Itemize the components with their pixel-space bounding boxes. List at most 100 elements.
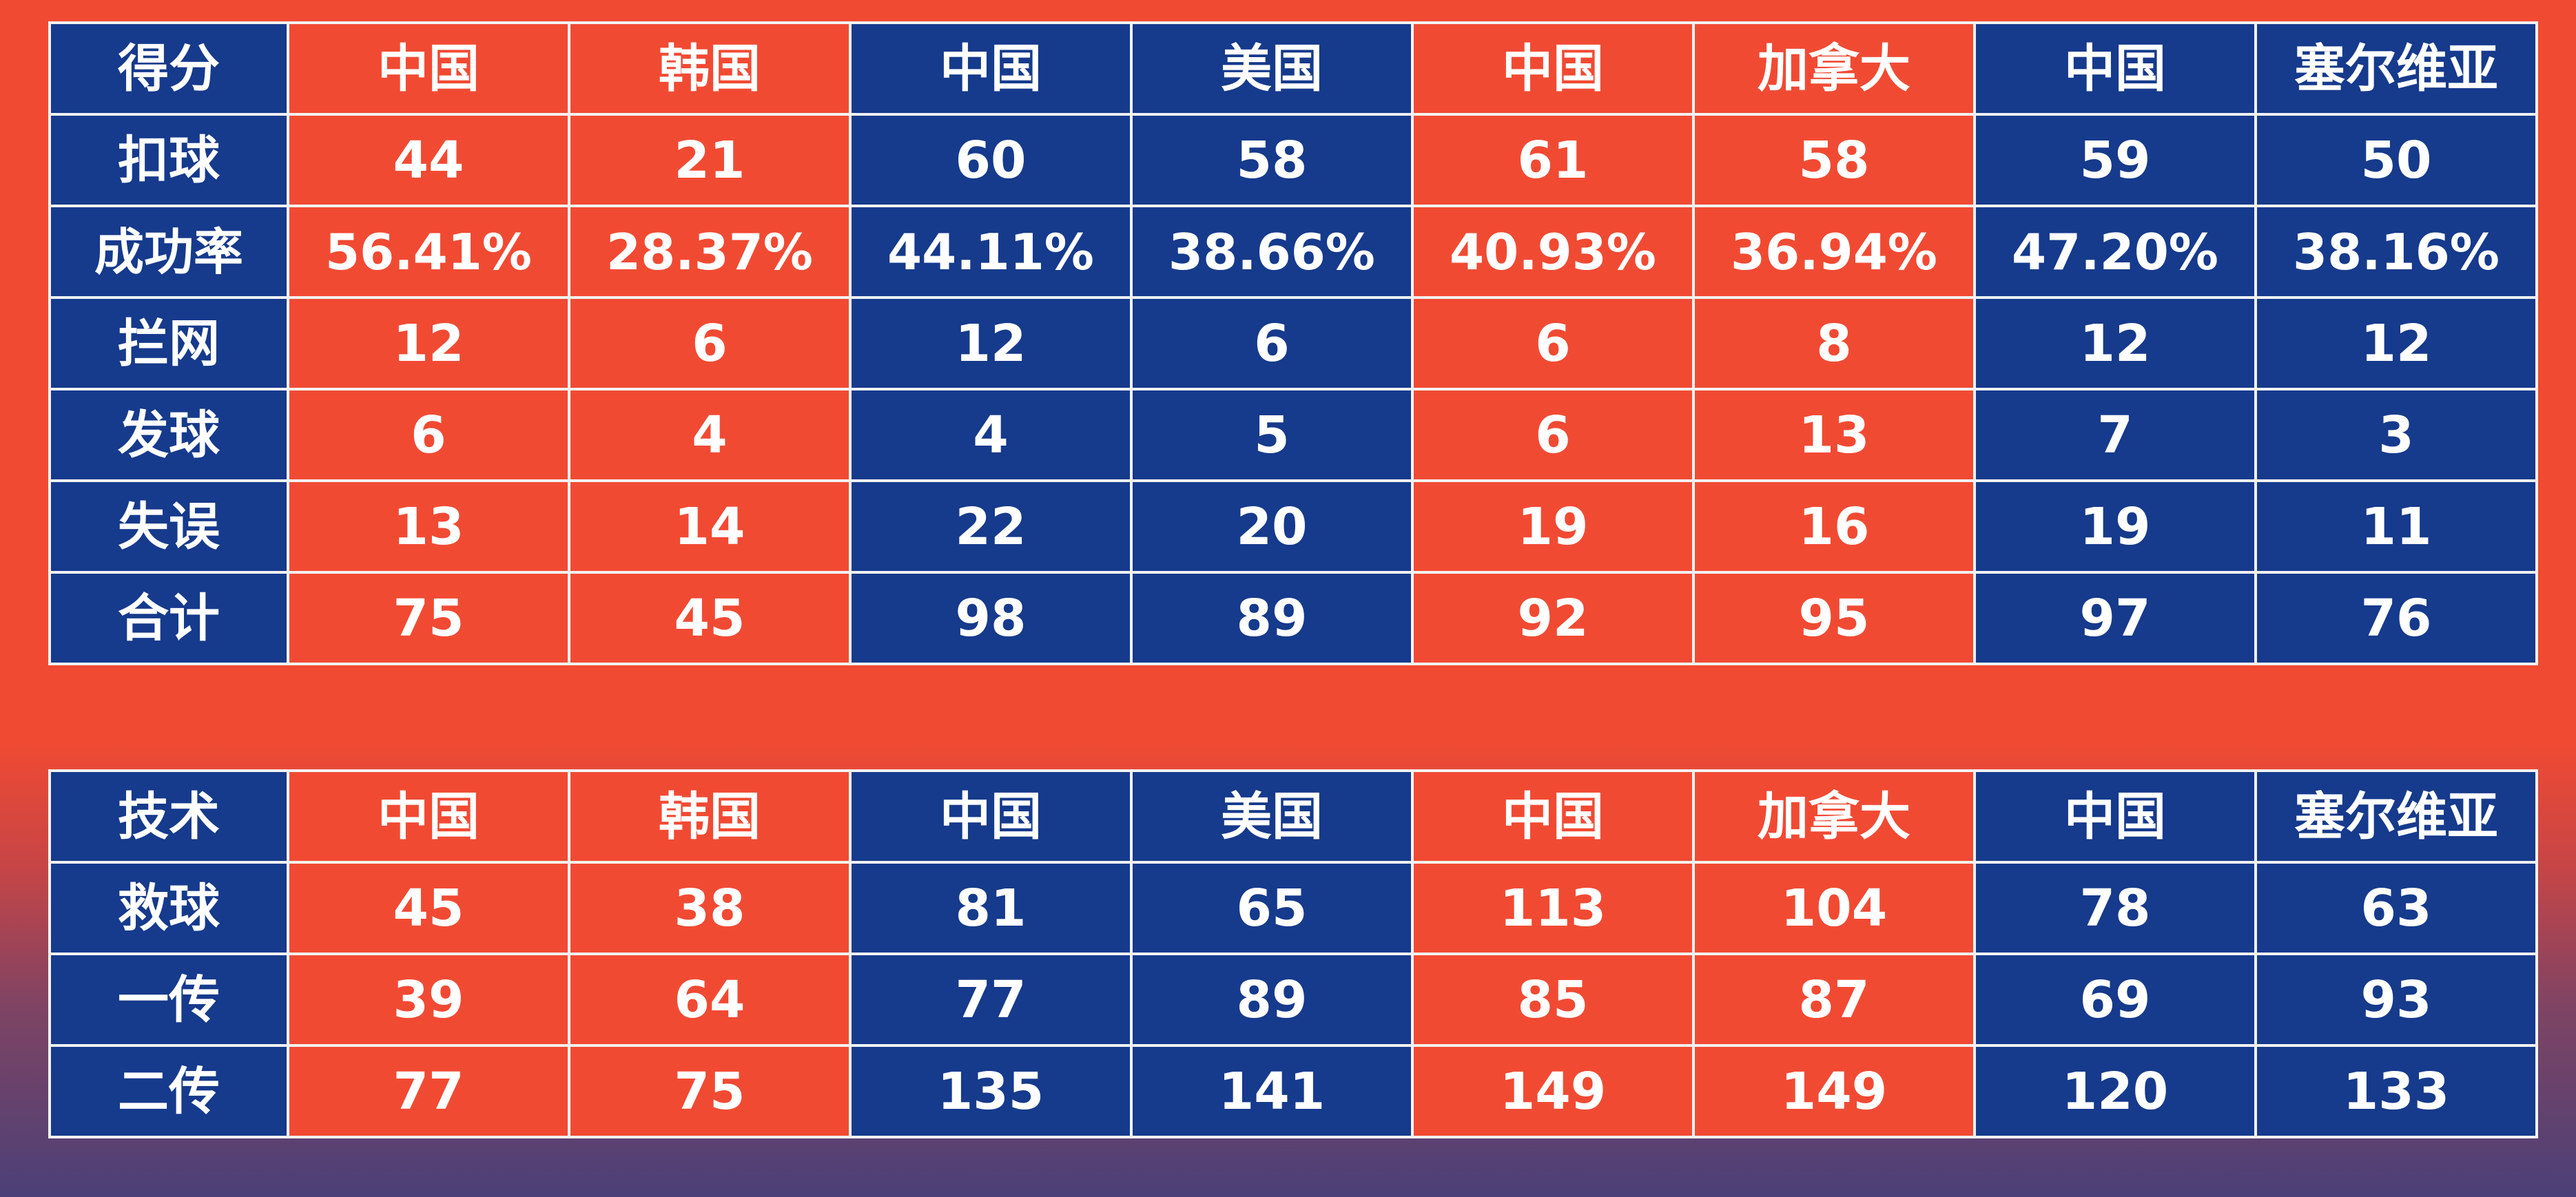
table-cell: 75 xyxy=(568,1044,852,1138)
table-cell: 38.66% xyxy=(1130,205,1414,299)
table-cell: 89 xyxy=(1130,571,1414,665)
corner-label: 得分 xyxy=(48,21,289,116)
table-cell: 113 xyxy=(1411,861,1695,955)
row-label: 一传 xyxy=(48,953,289,1047)
country-header: 塞尔维亚 xyxy=(2254,769,2538,864)
table-cell: 45 xyxy=(568,571,852,665)
table-cell: 95 xyxy=(1692,571,1976,665)
row-label: 失误 xyxy=(48,479,289,574)
country-header: 中国 xyxy=(1973,21,2257,116)
table-cell: 93 xyxy=(2254,953,2538,1047)
table-cell: 58 xyxy=(1130,113,1414,207)
table-cell: 4 xyxy=(568,388,852,482)
table-cell: 28.37% xyxy=(568,205,852,299)
country-header: 中国 xyxy=(1973,769,2257,864)
header-row: 技术 中国 韩国 中国 美国 中国 加拿大 中国 塞尔维亚 xyxy=(48,769,2538,864)
table-cell: 6 xyxy=(568,296,852,391)
table-cell: 87 xyxy=(1692,953,1976,1047)
table-cell: 75 xyxy=(287,571,570,665)
table-cell: 3 xyxy=(2254,388,2538,482)
table-cell: 47.20% xyxy=(1973,205,2257,299)
table-row: 一传 39 64 77 89 85 87 69 93 xyxy=(48,953,2538,1047)
table-cell: 85 xyxy=(1411,953,1695,1047)
table-cell: 20 xyxy=(1130,479,1414,574)
table-cell: 135 xyxy=(849,1044,1133,1138)
table-cell: 69 xyxy=(1973,953,2257,1047)
table-cell: 92 xyxy=(1411,571,1695,665)
table-cell: 77 xyxy=(849,953,1133,1047)
country-header: 加拿大 xyxy=(1692,769,1976,864)
table-cell: 98 xyxy=(849,571,1133,665)
table-cell: 63 xyxy=(2254,861,2538,955)
table-cell: 22 xyxy=(849,479,1133,574)
table-row: 拦网 12 6 12 6 6 8 12 12 xyxy=(48,296,2538,391)
table-cell: 19 xyxy=(1973,479,2257,574)
table-cell: 133 xyxy=(2254,1044,2538,1138)
table-cell: 38.16% xyxy=(2254,205,2538,299)
country-header: 中国 xyxy=(287,21,570,116)
table-cell: 64 xyxy=(568,953,852,1047)
table-cell: 44 xyxy=(287,113,570,207)
country-header: 韩国 xyxy=(568,21,852,116)
table-cell: 58 xyxy=(1692,113,1976,207)
table-cell: 61 xyxy=(1411,113,1695,207)
table-cell: 50 xyxy=(2254,113,2538,207)
header-row: 得分 中国 韩国 中国 美国 中国 加拿大 中国 塞尔维亚 xyxy=(48,21,2538,116)
table-row: 失误 13 14 22 20 19 16 19 11 xyxy=(48,479,2538,574)
table-cell: 16 xyxy=(1692,479,1976,574)
table-cell: 5 xyxy=(1130,388,1414,482)
table-cell: 78 xyxy=(1973,861,2257,955)
country-header: 韩国 xyxy=(568,769,852,864)
row-label: 发球 xyxy=(48,388,289,482)
table-row: 救球 45 38 81 65 113 104 78 63 xyxy=(48,861,2538,955)
table-cell: 97 xyxy=(1973,571,2257,665)
table-cell: 4 xyxy=(849,388,1133,482)
table-cell: 6 xyxy=(287,388,570,482)
country-header: 美国 xyxy=(1130,21,1414,116)
row-label: 二传 xyxy=(48,1044,289,1138)
table-cell: 56.41% xyxy=(287,205,570,299)
table-cell: 141 xyxy=(1130,1044,1414,1138)
country-header: 中国 xyxy=(1411,21,1695,116)
table-cell: 12 xyxy=(1973,296,2257,391)
total-row: 合计 75 45 98 89 92 95 97 76 xyxy=(48,571,2538,665)
table-cell: 76 xyxy=(2254,571,2538,665)
table-row: 发球 6 4 4 5 6 13 7 3 xyxy=(48,388,2538,482)
country-header: 美国 xyxy=(1130,769,1414,864)
table-cell: 36.94% xyxy=(1692,205,1976,299)
table-cell: 77 xyxy=(287,1044,570,1138)
row-label: 救球 xyxy=(48,861,289,955)
table-cell: 13 xyxy=(287,479,570,574)
country-header: 中国 xyxy=(849,769,1133,864)
table-cell: 6 xyxy=(1130,296,1414,391)
table-cell: 60 xyxy=(849,113,1133,207)
country-header: 塞尔维亚 xyxy=(2254,21,2538,116)
table-cell: 6 xyxy=(1411,388,1695,482)
table-cell: 12 xyxy=(287,296,570,391)
table-cell: 149 xyxy=(1411,1044,1695,1138)
scoring-stats-table: 得分 中国 韩国 中国 美国 中国 加拿大 中国 塞尔维亚 扣球 44 21 6… xyxy=(48,21,2538,665)
row-label: 拦网 xyxy=(48,296,289,391)
country-header: 中国 xyxy=(287,769,570,864)
table-cell: 40.93% xyxy=(1411,205,1695,299)
table-cell: 149 xyxy=(1692,1044,1976,1138)
table-row: 扣球 44 21 60 58 61 58 59 50 xyxy=(48,113,2538,207)
table-cell: 65 xyxy=(1130,861,1414,955)
table-cell: 89 xyxy=(1130,953,1414,1047)
table-cell: 12 xyxy=(2254,296,2538,391)
table-cell: 39 xyxy=(287,953,570,1047)
table-cell: 120 xyxy=(1973,1044,2257,1138)
table-cell: 14 xyxy=(568,479,852,574)
table-cell: 38 xyxy=(568,861,852,955)
table-cell: 13 xyxy=(1692,388,1976,482)
country-header: 中国 xyxy=(849,21,1133,116)
table-cell: 12 xyxy=(849,296,1133,391)
technique-stats-table: 技术 中国 韩国 中国 美国 中国 加拿大 中国 塞尔维亚 救球 45 38 8… xyxy=(48,769,2538,1138)
table-cell: 45 xyxy=(287,861,570,955)
table-cell: 104 xyxy=(1692,861,1976,955)
row-label: 合计 xyxy=(48,571,289,665)
table-cell: 59 xyxy=(1973,113,2257,207)
table-row: 二传 77 75 135 141 149 149 120 133 xyxy=(48,1044,2538,1138)
table-cell: 81 xyxy=(849,861,1133,955)
table-cell: 11 xyxy=(2254,479,2538,574)
